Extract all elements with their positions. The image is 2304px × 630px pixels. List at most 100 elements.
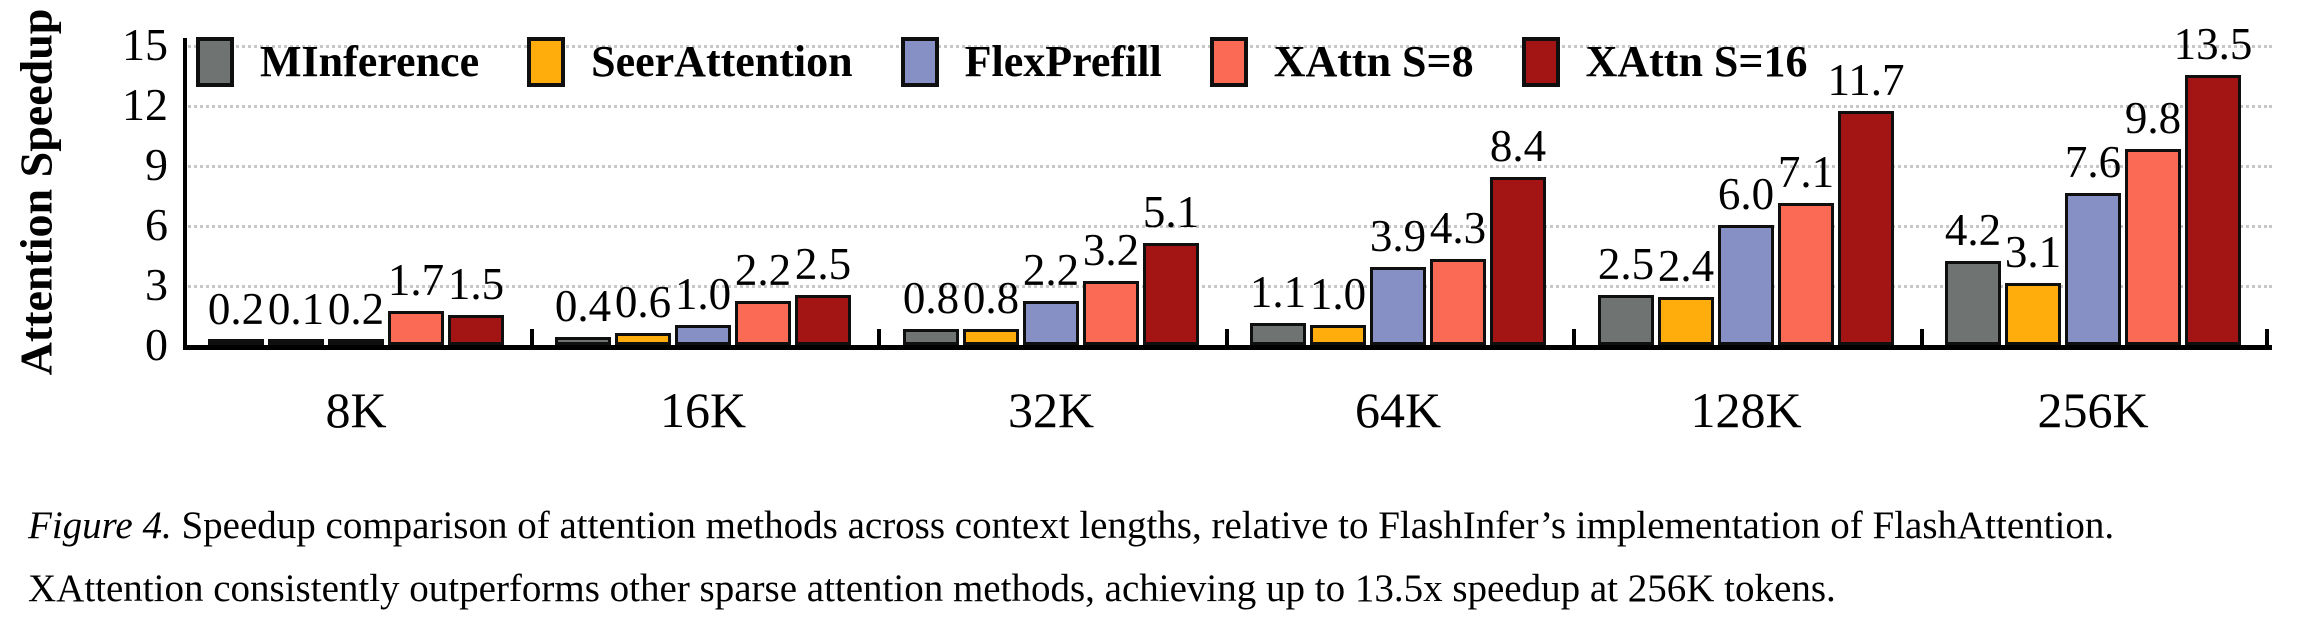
- x-tick-label-256K: 256K: [2037, 382, 2149, 438]
- bar-value-label: 4.3: [1429, 203, 1487, 253]
- bar-value-label: 0.8: [962, 273, 1020, 323]
- bar-group-16K: [555, 295, 851, 345]
- y-tick-label: 12: [122, 79, 168, 130]
- bar-value-label: 2.2: [1022, 245, 1080, 295]
- bar-minference-32K: [903, 329, 959, 345]
- x-axis-tick: [530, 329, 534, 345]
- bar-seerattention-128K: [1658, 297, 1714, 345]
- caption-text-1: Speedup comparison of attention methods …: [181, 504, 2115, 547]
- bar-value-label: 2.5: [794, 239, 852, 289]
- x-axis-tick: [1572, 329, 1576, 345]
- bar-flexprefill-256K: [2065, 193, 2121, 345]
- legend-item-flexprefill: FlexPrefill: [900, 36, 1162, 87]
- caption-figure-label: Figure 4.: [28, 504, 172, 547]
- y-tick-label: 0: [145, 319, 168, 370]
- legend-item-seerattention: SeerAttention: [527, 36, 853, 87]
- bar-value-label: 7.1: [1777, 147, 1835, 197]
- bar-xattn-s-8-16K: [735, 301, 791, 345]
- bar-xattn-s-16-16K: [795, 295, 851, 345]
- bar-xattn-s-8-64K: [1430, 259, 1486, 345]
- bar-value-label: 5.1: [1142, 187, 1200, 237]
- bar-seerattention-32K: [963, 329, 1019, 345]
- bar-value-label: 13.5: [2173, 19, 2253, 69]
- bar-value-label: 0.1: [267, 284, 325, 334]
- bar-value-label: 1.1: [1249, 267, 1307, 317]
- bar-group-64K: [1250, 177, 1546, 345]
- bar-flexprefill-128K: [1718, 225, 1774, 345]
- bar-value-label: 1.0: [1309, 269, 1367, 319]
- legend-label: FlexPrefill: [964, 37, 1162, 86]
- bar-flexprefill-32K: [1023, 301, 1079, 345]
- bar-group-256K: [1945, 75, 2241, 345]
- y-tick-label: 9: [145, 139, 168, 190]
- legend-swatch-icon: [196, 36, 234, 87]
- caption-line-2: XAttention consistently outperforms othe…: [28, 557, 2290, 620]
- bar-value-label: 3.2: [1082, 225, 1140, 275]
- legend-label: MInference: [260, 37, 480, 86]
- bar-seerattention-64K: [1310, 325, 1366, 345]
- bar-value-label: 7.6: [2064, 137, 2122, 187]
- legend-swatch-icon: [900, 36, 939, 87]
- x-axis-tick: [2265, 329, 2269, 345]
- bar-minference-128K: [1598, 295, 1654, 345]
- bar-value-label: 4.2: [1944, 205, 2002, 255]
- caption-line-1: Figure 4. Speedup comparison of attentio…: [28, 494, 2290, 557]
- x-axis-line: [183, 345, 2272, 350]
- bar-xattn-s-8-32K: [1083, 281, 1139, 345]
- bar-group-8K: [208, 311, 504, 345]
- bar-xattn-s-8-256K: [2125, 149, 2181, 345]
- bar-flexprefill-64K: [1370, 267, 1426, 345]
- x-tick-label-128K: 128K: [1690, 382, 1802, 438]
- bar-value-label: 0.6: [614, 277, 672, 327]
- bar-value-label: 11.7: [1827, 55, 1905, 105]
- bar-xattn-s-16-64K: [1490, 177, 1546, 345]
- gridline-y-6: [183, 225, 2272, 228]
- bar-flexprefill-16K: [675, 325, 731, 345]
- legend-swatch-icon: [527, 36, 566, 87]
- caption-text-2: XAttention consistently outperforms othe…: [28, 567, 1836, 610]
- y-tick-label: 6: [145, 199, 168, 250]
- gridline-y-3: [183, 285, 2272, 288]
- legend-swatch-icon: [1209, 36, 1248, 87]
- bar-value-label: 2.4: [1657, 241, 1715, 291]
- legend-label: SeerAttention: [591, 37, 853, 86]
- x-axis-tick: [877, 329, 881, 345]
- bar-value-label: 1.7: [387, 255, 445, 305]
- chart-legend: MInference SeerAttention FlexPrefill XAttn …: [196, 36, 1807, 87]
- bar-flexprefill-8K: [328, 339, 384, 345]
- bar-group-32K: [903, 243, 1199, 345]
- x-axis-tick: [1920, 329, 1924, 345]
- y-tick-label: 15: [122, 19, 168, 70]
- bar-value-label: 1.0: [674, 269, 732, 319]
- bar-value-label: 0.2: [207, 284, 265, 334]
- y-tick-label: 3: [145, 259, 168, 310]
- legend-item-xattn-s-16: XAttn S=16: [1521, 36, 1807, 87]
- bar-minference-8K: [208, 339, 264, 345]
- gridline-y-12: [183, 105, 2272, 108]
- x-tick-label-8K: 8K: [325, 382, 387, 438]
- bar-xattn-s-8-128K: [1778, 203, 1834, 345]
- gridline-y-9: [183, 165, 2272, 168]
- bar-value-label: 3.1: [2004, 227, 2062, 277]
- x-tick-label-16K: 16K: [659, 382, 747, 438]
- bar-value-label: 0.4: [554, 281, 612, 331]
- x-axis-tick: [1225, 329, 1229, 345]
- bar-group-128K: [1598, 111, 1894, 345]
- bar-xattn-s-16-128K: [1838, 111, 1894, 345]
- bar-value-label: 8.4: [1489, 121, 1547, 171]
- legend-label: XAttn S=8: [1273, 37, 1474, 86]
- bar-seerattention-256K: [2005, 283, 2061, 345]
- legend-swatch-icon: [1521, 36, 1560, 87]
- bar-value-label: 0.2: [327, 284, 385, 334]
- legend-item-xattn-s-8: XAttn S=8: [1209, 36, 1474, 87]
- figure-caption: Figure 4. Speedup comparison of attentio…: [28, 494, 2290, 620]
- bar-value-label: 1.5: [447, 259, 505, 309]
- bar-minference-16K: [555, 337, 611, 345]
- bar-seerattention-8K: [268, 339, 324, 345]
- x-tick-label-64K: 64K: [1354, 382, 1442, 438]
- legend-item-minference: MInference: [196, 36, 479, 87]
- bar-value-label: 3.9: [1369, 211, 1427, 261]
- bar-xattn-s-8-8K: [388, 311, 444, 345]
- bar-seerattention-16K: [615, 333, 671, 345]
